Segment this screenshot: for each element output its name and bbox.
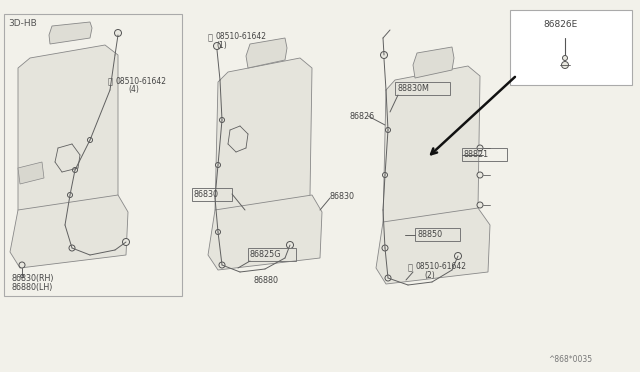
Circle shape xyxy=(287,241,294,248)
Polygon shape xyxy=(376,208,490,284)
Circle shape xyxy=(454,253,461,260)
Text: (2): (2) xyxy=(424,271,435,280)
Circle shape xyxy=(69,245,75,251)
Circle shape xyxy=(477,145,483,151)
Circle shape xyxy=(88,138,93,142)
Text: 3D-HB: 3D-HB xyxy=(8,19,36,28)
Circle shape xyxy=(561,61,568,68)
Circle shape xyxy=(214,42,221,49)
Bar xyxy=(192,188,232,201)
Circle shape xyxy=(385,128,390,132)
Polygon shape xyxy=(49,22,92,44)
Bar xyxy=(4,14,182,296)
Text: 08510-61642: 08510-61642 xyxy=(115,77,166,86)
Text: 08510-61642: 08510-61642 xyxy=(416,262,467,271)
Text: Ⓢ: Ⓢ xyxy=(108,77,113,87)
Text: 88830M: 88830M xyxy=(397,84,429,93)
Text: (1): (1) xyxy=(216,41,227,50)
Circle shape xyxy=(477,172,483,178)
Circle shape xyxy=(115,29,122,36)
Bar xyxy=(462,148,507,161)
Text: 88850: 88850 xyxy=(417,230,442,239)
Text: 86826: 86826 xyxy=(350,112,375,121)
Polygon shape xyxy=(215,58,312,220)
Circle shape xyxy=(383,173,387,177)
Circle shape xyxy=(19,262,25,268)
Bar xyxy=(395,82,450,95)
Circle shape xyxy=(20,275,24,278)
Circle shape xyxy=(382,245,388,251)
Circle shape xyxy=(216,230,221,234)
Polygon shape xyxy=(10,195,128,268)
Text: (4): (4) xyxy=(128,85,139,94)
Polygon shape xyxy=(18,162,44,184)
Text: 86825G: 86825G xyxy=(250,250,282,259)
Circle shape xyxy=(219,262,225,268)
Text: ^868*0035: ^868*0035 xyxy=(548,355,592,364)
Bar xyxy=(248,248,296,261)
Bar xyxy=(510,10,632,85)
Circle shape xyxy=(381,51,387,58)
Text: 86830: 86830 xyxy=(330,192,355,201)
Circle shape xyxy=(72,167,77,173)
Text: 86830: 86830 xyxy=(194,190,219,199)
Circle shape xyxy=(122,238,129,246)
Text: 86880: 86880 xyxy=(254,276,279,285)
Circle shape xyxy=(563,55,568,61)
Circle shape xyxy=(220,118,225,122)
Circle shape xyxy=(385,275,391,281)
Text: 86880(LH): 86880(LH) xyxy=(12,283,53,292)
Circle shape xyxy=(67,192,72,198)
Text: 86830(RH): 86830(RH) xyxy=(12,274,54,283)
Text: Ⓢ: Ⓢ xyxy=(207,33,212,42)
Polygon shape xyxy=(18,45,118,220)
Text: Ⓢ: Ⓢ xyxy=(408,263,413,273)
Text: 86826E: 86826E xyxy=(543,20,577,29)
Circle shape xyxy=(216,163,221,167)
Polygon shape xyxy=(208,195,322,270)
Bar xyxy=(415,228,460,241)
Polygon shape xyxy=(246,38,287,68)
Text: 08510-61642: 08510-61642 xyxy=(216,32,267,41)
Circle shape xyxy=(477,202,483,208)
Polygon shape xyxy=(413,47,454,78)
Text: 88821: 88821 xyxy=(464,150,489,159)
Polygon shape xyxy=(383,66,480,232)
